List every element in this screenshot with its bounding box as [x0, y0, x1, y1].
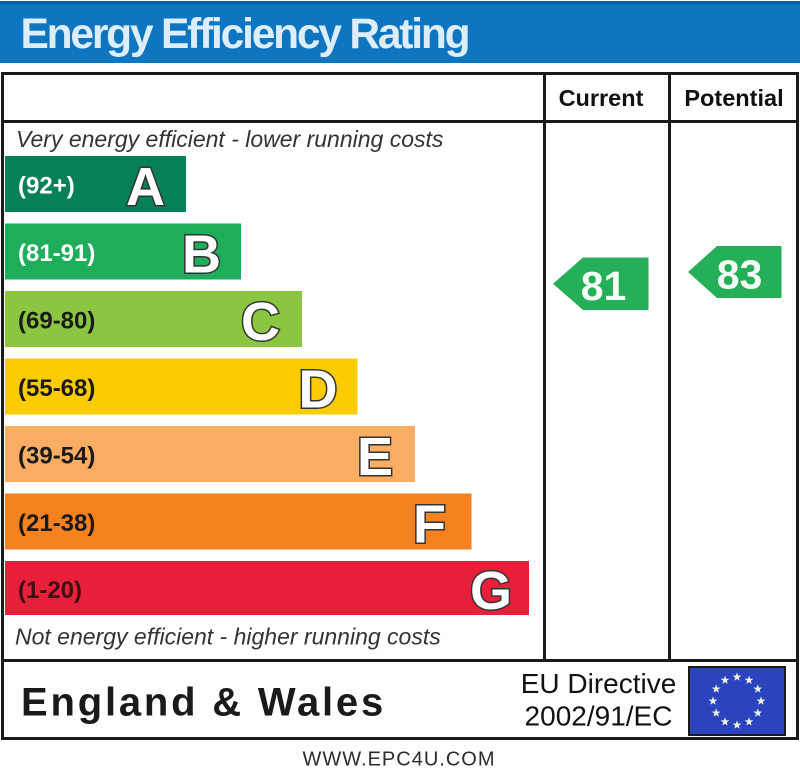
svg-text:A: A	[126, 157, 165, 217]
svg-text:(55-68): (55-68)	[18, 375, 95, 402]
svg-text:Potential: Potential	[684, 85, 783, 111]
svg-text:Current: Current	[559, 85, 644, 111]
svg-text:(39-54): (39-54)	[18, 443, 95, 470]
svg-text:C: C	[241, 292, 280, 352]
svg-text:WWW.EPC4U.COM: WWW.EPC4U.COM	[303, 749, 496, 771]
svg-text:Not energy efficient - higher: Not energy efficient - higher running co…	[15, 624, 441, 650]
svg-text:(1-20): (1-20)	[18, 577, 82, 604]
svg-text:81: 81	[581, 263, 627, 309]
svg-text:(69-80): (69-80)	[18, 308, 95, 335]
svg-text:F: F	[413, 495, 446, 555]
svg-text:D: D	[299, 360, 338, 420]
svg-text:G: G	[470, 561, 512, 621]
svg-text:England & Wales: England & Wales	[21, 681, 386, 725]
svg-text:(21-38): (21-38)	[18, 510, 95, 537]
svg-text:B: B	[182, 225, 221, 285]
svg-text:Energy Efficiency Rating: Energy Efficiency Rating	[21, 11, 469, 58]
svg-text:(92+): (92+)	[18, 173, 75, 200]
svg-text:2002/91/EC: 2002/91/EC	[525, 700, 673, 731]
svg-text:EU Directive: EU Directive	[521, 668, 677, 699]
svg-text:(81-91): (81-91)	[18, 240, 95, 267]
svg-text:Very energy efficient - lower: Very energy efficient - lower running co…	[16, 126, 444, 152]
svg-text:83: 83	[717, 252, 763, 298]
svg-text:E: E	[357, 427, 393, 487]
